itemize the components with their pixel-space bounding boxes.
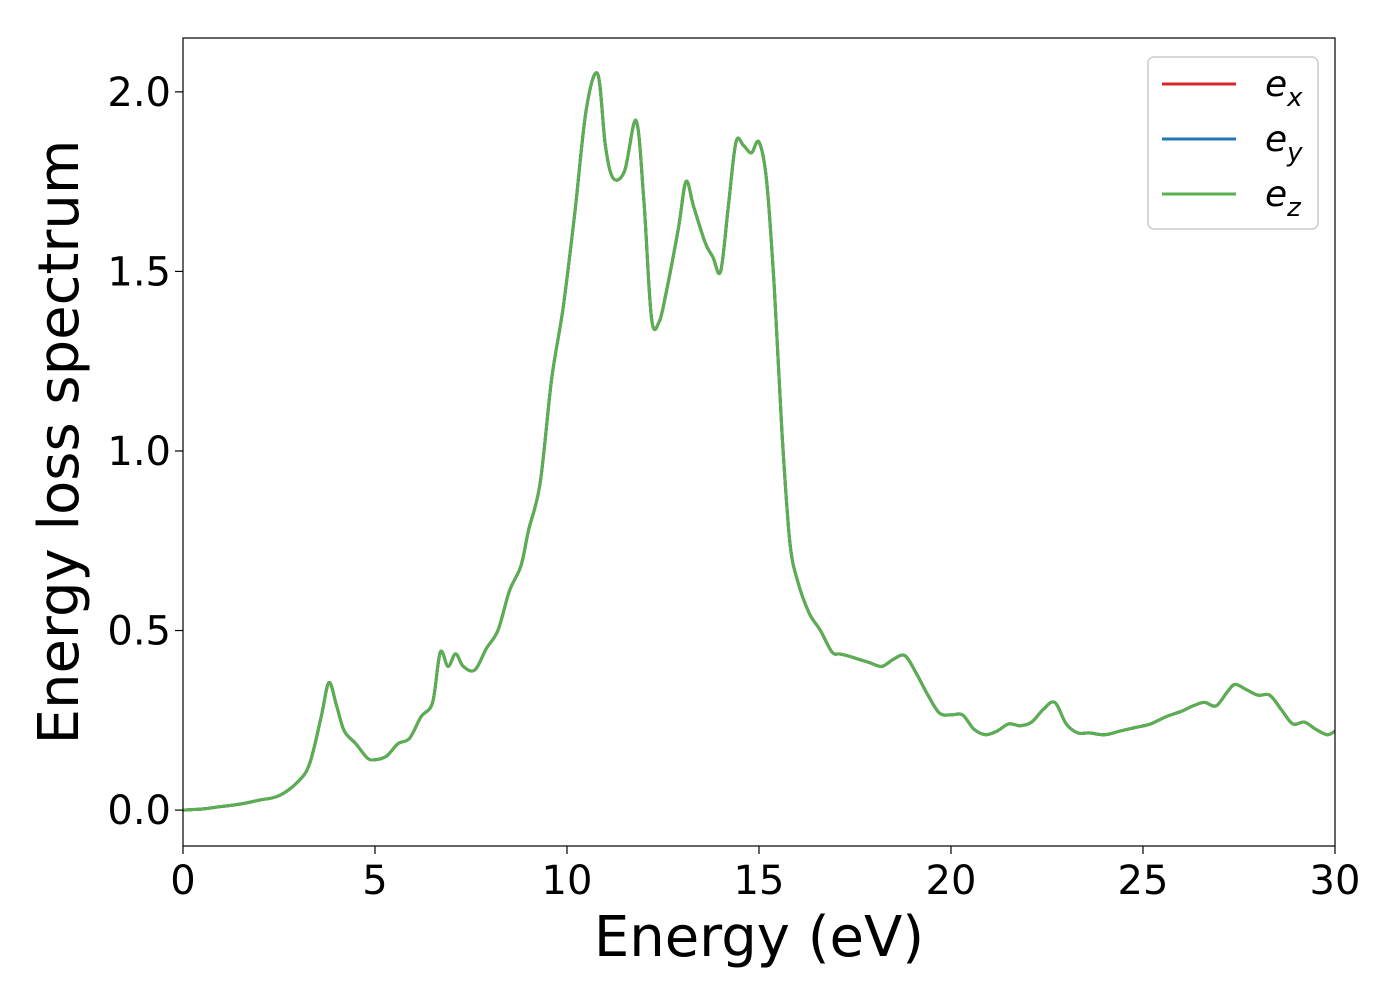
series-line-e-z — [183, 71, 1335, 812]
legend-label-sub: x — [1286, 83, 1303, 113]
x-tick-label: 0 — [170, 858, 195, 904]
y-tick-label: 2.0 — [107, 70, 171, 116]
y-tick-label: 0.5 — [107, 609, 171, 655]
legend-label-base: e — [1265, 64, 1287, 105]
legend-label-sub: y — [1286, 138, 1303, 168]
x-tick-label: 10 — [542, 858, 593, 904]
y-axis: 0.0 0.5 1.0 1.5 2.0 — [107, 70, 183, 834]
x-axis: 0 5 10 15 20 25 30 — [170, 846, 1360, 904]
x-tick-label: 15 — [734, 858, 785, 904]
y-tick-label: 1.0 — [107, 429, 171, 475]
series-layer — [183, 71, 1335, 812]
legend-label-base: e — [1265, 174, 1287, 215]
legend-label: ez — [1265, 174, 1302, 223]
x-axis-label: Energy (eV) — [594, 905, 924, 970]
legend-label-base: e — [1265, 119, 1287, 160]
x-tick-label: 25 — [1118, 858, 1169, 904]
y-axis-label: Energy loss spectrum — [27, 140, 92, 745]
y-tick-label: 1.5 — [107, 249, 171, 295]
legend-label: ex — [1265, 64, 1303, 113]
y-tick-label: 0.0 — [107, 788, 171, 834]
legend-label-sub: z — [1286, 193, 1302, 223]
x-tick-label: 20 — [926, 858, 977, 904]
x-tick-label: 5 — [362, 858, 387, 904]
x-tick-label: 30 — [1310, 858, 1361, 904]
legend-label: ey — [1265, 119, 1303, 168]
legend-box — [1147, 56, 1319, 230]
